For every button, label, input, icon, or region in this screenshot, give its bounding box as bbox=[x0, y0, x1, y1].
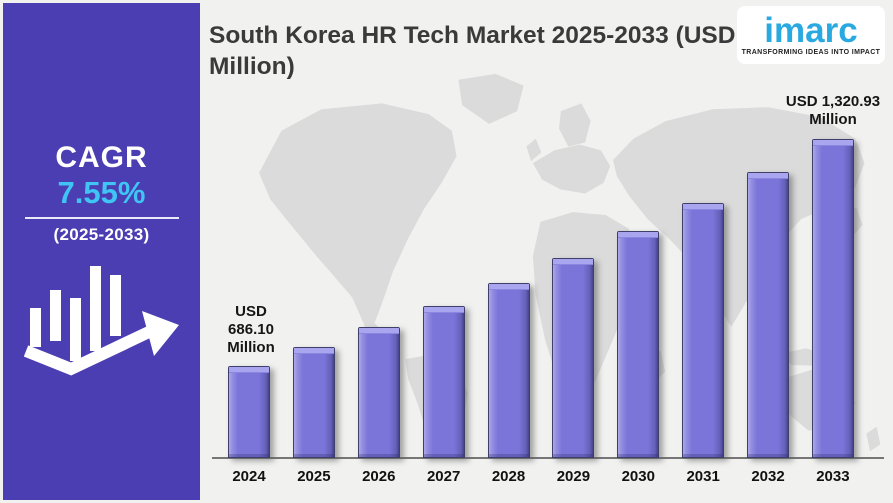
bar-2029 bbox=[552, 258, 595, 458]
bar-column-2024: 2024 bbox=[228, 98, 270, 485]
bar-column-2032: 2032 bbox=[747, 98, 789, 485]
logo-tagline: TRANSFORMING IDEAS INTO IMPACT bbox=[741, 49, 881, 57]
value-annotation-first: USD 686.10 Million bbox=[199, 303, 303, 357]
cagr-value: 7.55% bbox=[57, 175, 146, 210]
bar-2024 bbox=[228, 365, 270, 458]
bar-2027 bbox=[422, 305, 465, 458]
cagr-period: (2025-2033) bbox=[53, 225, 150, 244]
x-tick-2025: 2025 bbox=[297, 468, 331, 485]
annotation-line: Million bbox=[809, 111, 857, 128]
x-tick-2033: 2033 bbox=[816, 468, 850, 485]
bar-column-2031: 2031 bbox=[682, 98, 725, 485]
x-tick-2027: 2027 bbox=[426, 468, 461, 485]
x-tick-2032: 2032 bbox=[751, 468, 785, 485]
bar-2026 bbox=[357, 327, 400, 458]
bar-column-2030: 2030 bbox=[617, 98, 660, 485]
chart-title: South Korea HR Tech Market 2025-2033 (US… bbox=[209, 22, 736, 81]
cagr-label: CAGR bbox=[55, 141, 148, 174]
bar-2031 bbox=[682, 202, 725, 458]
bar-column-2025: 2025 bbox=[292, 98, 335, 485]
cagr-divider bbox=[24, 217, 179, 219]
x-tick-2024: 2024 bbox=[232, 468, 266, 485]
x-tick-2029: 2029 bbox=[556, 468, 591, 485]
plot-area: 2024 2025 2026 2027 2028 2029 2030 2031 2032 2033 bbox=[228, 98, 854, 485]
annotation-line: USD 1,320.93 bbox=[785, 93, 881, 110]
bar-column-2028: 2028 bbox=[487, 98, 530, 485]
bar-column-2033: 2033 bbox=[811, 98, 854, 485]
bar-column-2027: 2027 bbox=[422, 98, 465, 485]
x-tick-2031: 2031 bbox=[686, 468, 720, 485]
annotation-line: 686.10 bbox=[228, 321, 274, 338]
bar-column-2029: 2029 bbox=[552, 98, 595, 485]
bar-2033 bbox=[811, 138, 854, 458]
growth-bars-arrow-icon bbox=[23, 266, 179, 376]
bar-2032 bbox=[747, 171, 789, 458]
bar-2030 bbox=[617, 231, 660, 458]
x-tick-2026: 2026 bbox=[362, 468, 396, 485]
x-tick-2028: 2028 bbox=[491, 468, 526, 485]
bar-column-2026: 2026 bbox=[357, 98, 400, 485]
x-tick-2030: 2030 bbox=[621, 468, 655, 485]
logo-brand-text: imarc bbox=[764, 10, 858, 50]
annotation-line: Million bbox=[227, 339, 275, 356]
bar-2025 bbox=[292, 347, 335, 458]
cagr-sidebar: CAGR 7.55% (2025-2033) bbox=[3, 3, 200, 500]
value-annotation-last: USD 1,320.93 Million bbox=[758, 93, 893, 129]
bar-2028 bbox=[487, 282, 530, 458]
annotation-line: USD bbox=[235, 303, 267, 320]
x-axis-line bbox=[212, 457, 884, 459]
imarc-logo: imarc TRANSFORMING IDEAS INTO IMPACT bbox=[737, 6, 885, 64]
